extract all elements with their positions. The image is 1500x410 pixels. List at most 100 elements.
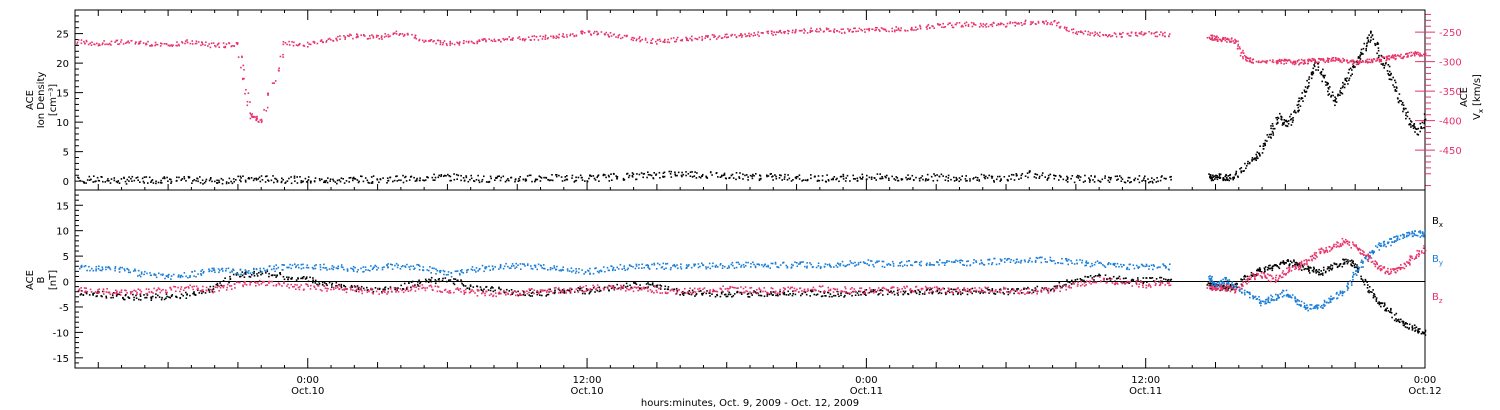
ion-density-series-point bbox=[432, 179, 435, 181]
vx-series-point bbox=[842, 28, 844, 30]
bx-series-point bbox=[1350, 259, 1353, 262]
bx-series-point bbox=[1130, 279, 1133, 281]
bx-series-point bbox=[485, 286, 487, 288]
by-series-point bbox=[302, 263, 304, 266]
bx-series-point bbox=[1256, 269, 1259, 272]
by-series-point bbox=[899, 262, 902, 264]
by-series-point bbox=[1277, 297, 1280, 299]
ion-density-series-point bbox=[1388, 65, 1391, 68]
vx-series-point bbox=[251, 113, 253, 115]
vx-series-point bbox=[1056, 22, 1058, 24]
vx-series-point bbox=[833, 28, 836, 30]
ion-density-series-point bbox=[343, 182, 346, 184]
vx-series-point bbox=[1154, 31, 1157, 34]
vx-series-point bbox=[263, 109, 265, 111]
vx-series-point bbox=[1024, 19, 1027, 22]
by-series-point bbox=[1372, 250, 1375, 253]
vx-series-point bbox=[1350, 60, 1353, 63]
bx-series-point bbox=[733, 293, 736, 295]
by-series-point bbox=[426, 269, 428, 271]
vx-series-point bbox=[137, 43, 140, 45]
by-series-point bbox=[612, 266, 615, 269]
ion-density-series-point bbox=[1395, 86, 1398, 88]
by-series-point bbox=[1129, 263, 1131, 266]
vx-series-point bbox=[978, 26, 981, 28]
by-series-point bbox=[1347, 282, 1349, 284]
by-series-point bbox=[1290, 296, 1292, 298]
vx-series-point bbox=[974, 24, 977, 26]
by-series-point bbox=[777, 266, 779, 268]
ion-density-series-point bbox=[1400, 100, 1403, 102]
bx-series-point bbox=[740, 293, 743, 295]
bx-series-point bbox=[491, 286, 493, 288]
by-series-point bbox=[1267, 301, 1269, 303]
vx-series-point bbox=[1160, 31, 1162, 33]
ion-density-series-point bbox=[525, 178, 527, 180]
vx-series-point bbox=[288, 40, 290, 43]
ion-density-series-point bbox=[1413, 123, 1416, 125]
ion-density-series-point bbox=[93, 175, 95, 177]
vx-series-point bbox=[794, 31, 796, 34]
vx-series-point bbox=[477, 40, 479, 43]
ion-density-series-point bbox=[1053, 174, 1055, 177]
vx-series-point bbox=[667, 38, 669, 41]
by-series-point bbox=[391, 268, 394, 270]
vx-series-point bbox=[894, 30, 896, 33]
bx-series-point bbox=[785, 294, 788, 296]
vx-series-point bbox=[453, 43, 456, 46]
ion-density-series-point bbox=[839, 175, 842, 178]
by-series-point bbox=[99, 269, 102, 272]
ion-density-series-point bbox=[866, 174, 868, 177]
vx-series-point bbox=[659, 40, 662, 42]
ion-density-series-point bbox=[462, 177, 465, 179]
by-series-point bbox=[549, 268, 552, 271]
vx-series-point bbox=[605, 31, 607, 34]
vx-series-point bbox=[176, 41, 178, 43]
vx-series-point bbox=[744, 33, 746, 35]
vx-series-point bbox=[625, 34, 628, 37]
vx-series-point bbox=[1164, 35, 1166, 38]
by-series-point bbox=[845, 265, 847, 267]
by-series-point bbox=[455, 270, 458, 273]
bx-series-point bbox=[1366, 287, 1369, 289]
ion-density-series-point bbox=[1384, 62, 1387, 65]
vx-series-point bbox=[175, 44, 177, 47]
ion-density-series-point bbox=[1326, 83, 1329, 86]
by-series-point bbox=[723, 265, 726, 268]
bx-series-point bbox=[127, 296, 130, 299]
by-series-point bbox=[383, 266, 385, 268]
vx-series-point bbox=[1303, 62, 1305, 65]
ion-density-series-point bbox=[1130, 181, 1132, 183]
by-series-point bbox=[687, 265, 689, 267]
vx-series-point bbox=[1246, 60, 1248, 62]
by-series-point bbox=[248, 270, 250, 272]
ion-density-series-point bbox=[1104, 177, 1106, 179]
vx-series-point bbox=[139, 42, 141, 44]
by-series-point bbox=[693, 265, 696, 267]
bx-series-point bbox=[966, 293, 969, 296]
by-series-point bbox=[84, 265, 87, 267]
ion-density-series-point bbox=[1345, 80, 1348, 82]
by-series-point bbox=[371, 268, 374, 271]
bx-series-point bbox=[1285, 262, 1287, 264]
vx-series-point bbox=[615, 36, 617, 38]
vx-series-point bbox=[674, 40, 676, 43]
by-series-point bbox=[750, 262, 752, 265]
vx-series-point bbox=[80, 42, 83, 45]
by-series-point bbox=[656, 262, 659, 265]
by-series-point bbox=[1411, 235, 1414, 238]
bx-series-point bbox=[629, 284, 631, 287]
by-series-point bbox=[101, 266, 104, 268]
ion-density-series-point bbox=[1010, 178, 1012, 180]
vx-series-point bbox=[1324, 61, 1326, 64]
ion-density-series-point bbox=[956, 178, 958, 181]
vx-series-point bbox=[895, 26, 897, 28]
by-series-point bbox=[458, 272, 461, 275]
by-series-point bbox=[572, 269, 575, 272]
by-series-point bbox=[756, 263, 759, 265]
bx-series-point bbox=[97, 292, 99, 294]
bx-series-point bbox=[411, 280, 414, 283]
by-series-point bbox=[558, 269, 561, 272]
by-series-point bbox=[1163, 264, 1165, 267]
by-series-point bbox=[1394, 236, 1396, 238]
